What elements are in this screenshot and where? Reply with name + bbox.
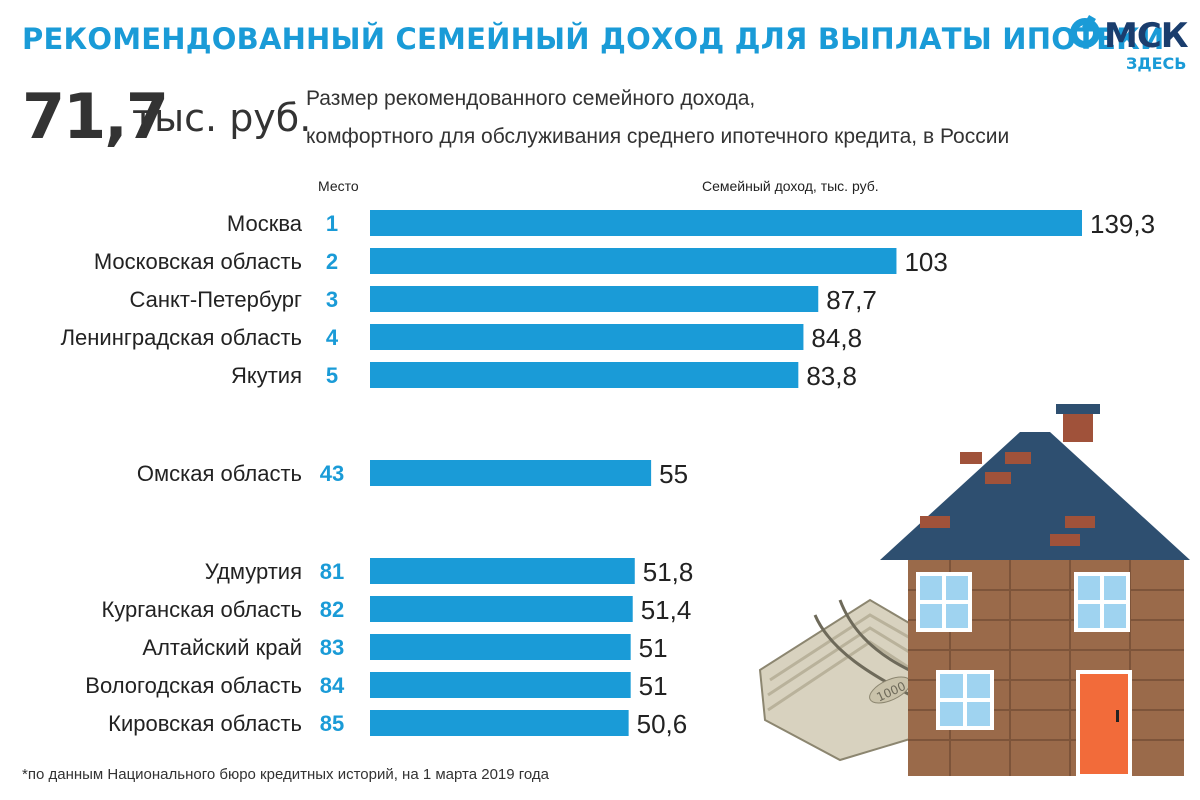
region-label: Алтайский край — [142, 635, 302, 660]
value-label: 55 — [659, 459, 688, 489]
region-label: Московская область — [94, 249, 302, 274]
value-label: 51,4 — [641, 595, 692, 625]
bar — [370, 210, 1082, 236]
page-title: РЕКОМЕНДОВАННЫЙ СЕМЕЙНЫЙ ДОХОД ДЛЯ ВЫПЛА… — [22, 22, 1165, 56]
logo-subtext: ЗДЕСЬ — [1126, 54, 1187, 73]
rank-label: 4 — [326, 325, 339, 350]
value-label: 84,8 — [811, 323, 862, 353]
value-label: 50,6 — [637, 709, 688, 739]
headline-description: Размер рекомендованного семейного дохода… — [306, 80, 1166, 156]
value-label: 83,8 — [806, 361, 857, 391]
window-icon — [1074, 572, 1130, 632]
headline-value: 71,7 — [22, 80, 169, 153]
bar — [370, 596, 633, 622]
region-label: Якутия — [231, 363, 302, 388]
value-label: 103 — [904, 247, 947, 277]
income-column-header: Семейный доход, тыс. руб. — [702, 178, 879, 194]
logo: МСК ЗДЕСЬ — [1070, 14, 1190, 76]
value-label: 87,7 — [826, 285, 877, 315]
region-label: Ленинградская область — [61, 325, 302, 350]
headline-unit: тыс. руб. — [132, 96, 312, 140]
rank-label: 3 — [326, 287, 338, 312]
window-icon — [936, 670, 994, 730]
value-label: 51 — [639, 671, 668, 701]
bar — [370, 634, 631, 660]
rank-label: 2 — [326, 249, 338, 274]
value-label: 51 — [639, 633, 668, 663]
rank-label: 1 — [326, 211, 338, 236]
bar — [370, 460, 652, 486]
region-label: Омская область — [137, 461, 302, 486]
description-line-1: Размер рекомендованного семейного дохода… — [306, 87, 756, 110]
region-label: Кировская область — [108, 711, 302, 736]
house-money-illustration: 1000 — [758, 404, 1190, 778]
region-label: Удмуртия — [205, 559, 302, 584]
region-label: Курганская область — [101, 597, 302, 622]
window-icon — [916, 572, 972, 632]
door-icon — [1076, 670, 1132, 778]
house-icon — [880, 404, 1190, 778]
rank-label: 82 — [320, 597, 344, 622]
rank-label: 43 — [320, 461, 344, 486]
logo-power-icon — [1070, 18, 1100, 48]
rank-label: 85 — [320, 711, 344, 736]
region-label: Вологодская область — [85, 673, 302, 698]
region-label: Москва — [227, 211, 303, 236]
bar — [370, 248, 897, 274]
region-label: Санкт-Петербург — [129, 287, 302, 312]
value-label: 139,3 — [1090, 209, 1155, 239]
value-label: 51,8 — [643, 557, 694, 587]
footnote: *по данным Национального бюро кредитных … — [22, 766, 550, 783]
bar — [370, 286, 819, 312]
place-column-header: Место — [318, 178, 359, 194]
rank-label: 83 — [320, 635, 344, 660]
rank-label: 84 — [320, 673, 345, 698]
bar — [370, 672, 631, 698]
bar — [370, 710, 629, 736]
bar — [370, 362, 799, 388]
bar — [370, 558, 635, 584]
rank-label: 81 — [320, 559, 344, 584]
bar — [370, 324, 804, 350]
logo-text: МСК — [1104, 16, 1189, 56]
rank-label: 5 — [326, 363, 338, 388]
description-line-2: комфортного для обслуживания среднего ип… — [306, 125, 1010, 148]
